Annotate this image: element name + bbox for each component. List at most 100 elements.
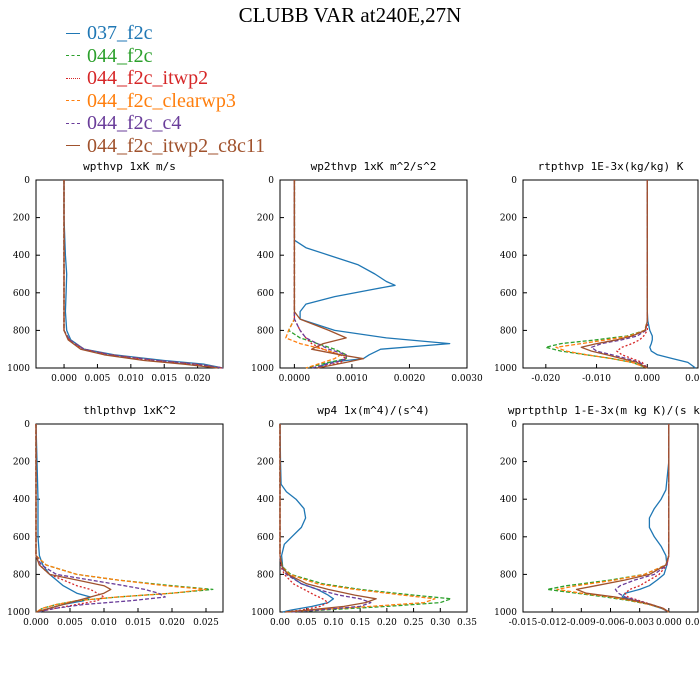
- legend-label: 037_f2c: [87, 22, 153, 45]
- y-tick-label: 0: [511, 420, 517, 430]
- series-line: [63, 180, 218, 369]
- y-tick-label: 800: [257, 570, 274, 580]
- x-tick-label: 0.00: [270, 618, 290, 628]
- series-line: [545, 180, 648, 369]
- panel-title: wprtpthlp 1-E-3x(m kg K)/(s kg): [508, 404, 700, 417]
- y-tick-label: 1000: [494, 364, 517, 374]
- x-tick-label: 0.015: [125, 618, 151, 628]
- panel-title: wp4 1x(m^4)/(s^4): [317, 404, 430, 417]
- legend-line-swatch: [66, 122, 80, 124]
- y-tick-label: 0: [24, 420, 30, 430]
- panel-title: rtpthvp 1E-3x(kg/kg) K: [538, 160, 684, 173]
- x-tick-label: 0.15: [350, 618, 370, 628]
- y-tick-label: 400: [13, 495, 30, 505]
- x-tick-label: 0.000: [51, 374, 77, 384]
- legend-label: 044_f2c_c4: [87, 112, 182, 135]
- y-tick-label: 0: [268, 176, 274, 186]
- x-tick-label: 0.0000: [279, 374, 311, 384]
- x-tick-label: 0.005: [85, 374, 111, 384]
- y-tick-label: 1000: [7, 608, 30, 618]
- x-tick-label: 0.000: [23, 618, 49, 628]
- x-tick-label: 0.20: [377, 618, 397, 628]
- series-line: [580, 180, 648, 369]
- x-tick-label: -0.010: [582, 374, 611, 384]
- panel-title: wp2thvp 1xK m^2/s^2: [311, 160, 437, 173]
- legend-line-swatch: [66, 77, 80, 79]
- y-tick-label: 0: [268, 420, 274, 430]
- y-tick-label: 0: [24, 176, 30, 186]
- series-line: [35, 424, 105, 613]
- x-tick-label: 0.10: [323, 618, 343, 628]
- legend: 037_f2c 044_f2c 044_f2c_itwp2 044_f2c_cl…: [66, 22, 265, 157]
- y-tick-label: 800: [500, 570, 517, 580]
- legend-line-swatch: [66, 55, 80, 57]
- legend-item: 044_f2c_itwp2_c8c11: [66, 135, 265, 158]
- x-tick-label: 0.0030: [451, 374, 483, 384]
- x-tick-label: 0.30: [430, 618, 450, 628]
- y-tick-label: 800: [13, 570, 30, 580]
- x-tick-label: 0.020: [185, 374, 211, 384]
- y-tick-label: 600: [500, 289, 517, 299]
- x-tick-label: 0.000: [656, 618, 682, 628]
- series-line: [63, 180, 222, 369]
- legend-label: 044_f2c: [87, 44, 153, 67]
- legend-label: 044_f2c_itwp2_c8c11: [87, 134, 266, 157]
- series-line: [646, 180, 696, 369]
- series-line: [35, 424, 166, 613]
- series-line: [279, 423, 335, 613]
- y-tick-label: 400: [500, 495, 517, 505]
- series-line: [279, 424, 377, 613]
- y-tick-label: 200: [13, 458, 30, 468]
- x-tick-label: 0.010: [118, 374, 144, 384]
- x-tick-label: -0.020: [531, 374, 560, 384]
- x-tick-label: -0.006: [596, 618, 625, 628]
- y-tick-label: 400: [500, 251, 517, 261]
- x-tick-label: 0.025: [193, 618, 219, 628]
- y-tick-label: 800: [257, 326, 274, 336]
- y-tick-label: 1000: [251, 608, 274, 618]
- y-tick-label: 600: [13, 289, 30, 299]
- x-tick-label: 0.000: [634, 374, 660, 384]
- series-line: [63, 180, 224, 369]
- y-tick-label: 600: [13, 533, 30, 543]
- series-line: [63, 180, 224, 369]
- legend-label: 044_f2c_itwp2: [87, 67, 209, 90]
- series-line: [279, 424, 436, 613]
- series-line: [621, 424, 670, 613]
- legend-label: 044_f2c_clearwp3: [87, 89, 236, 112]
- x-tick-label: 0.010: [685, 374, 700, 384]
- x-tick-label: 0.35: [457, 618, 477, 628]
- x-tick-label: 0.005: [57, 618, 83, 628]
- y-tick-label: 1000: [494, 608, 517, 618]
- y-tick-label: 200: [257, 214, 274, 224]
- legend-item: 044_f2c_c4: [66, 112, 265, 135]
- y-tick-label: 800: [13, 326, 30, 336]
- series-line: [63, 180, 224, 369]
- series-line: [63, 180, 224, 369]
- series-line: [35, 424, 112, 613]
- plot-frame: [35, 423, 224, 613]
- plot-frame: [279, 179, 468, 369]
- y-tick-label: 400: [257, 495, 274, 505]
- legend-item: 044_f2c_itwp2: [66, 67, 265, 90]
- plot-frame: [35, 179, 224, 369]
- y-tick-label: 1000: [7, 364, 30, 374]
- x-tick-label: 0.0020: [394, 374, 426, 384]
- x-tick-label: -0.015: [509, 618, 538, 628]
- y-tick-label: 0: [511, 176, 517, 186]
- x-tick-label: 0.0010: [336, 374, 368, 384]
- chart-main-title: CLUBB VAR at240E,27N: [238, 3, 462, 27]
- panel-title: thlpthvp 1xK^2: [83, 404, 176, 417]
- y-tick-label: 400: [257, 251, 274, 261]
- x-tick-label: 0.003: [685, 618, 700, 628]
- plot-frame: [522, 423, 699, 613]
- y-tick-label: 800: [500, 326, 517, 336]
- legend-item: 037_f2c: [66, 22, 265, 45]
- panel-title: wpthvp 1xK m/s: [83, 160, 176, 173]
- x-tick-label: -0.009: [567, 618, 596, 628]
- x-tick-label: -0.012: [538, 618, 567, 628]
- y-tick-label: 200: [500, 458, 517, 468]
- x-tick-label: 0.25: [404, 618, 424, 628]
- series-line: [624, 424, 670, 613]
